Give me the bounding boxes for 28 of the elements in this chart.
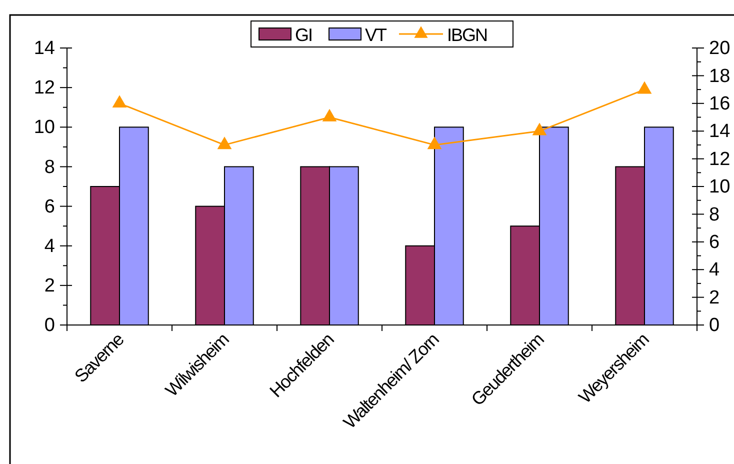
y2-tick-label: 16 [709, 93, 730, 114]
y-tick-label: 4 [44, 236, 56, 257]
y2-tick-label: 8 [709, 204, 720, 226]
legend-label: VT [365, 25, 388, 45]
y-tick-label: 6 [44, 196, 55, 218]
y-tick-label: 0 [44, 315, 55, 336]
y2-tick-label: 18 [709, 66, 730, 87]
y-tick-label: 10 [34, 117, 55, 138]
y2-tick-label: 0 [709, 315, 720, 336]
y2-tick-label: 20 [709, 38, 730, 60]
point [637, 81, 652, 94]
point [532, 122, 547, 136]
y-tick-label: 8 [44, 156, 55, 178]
y-tick-label: 2 [44, 276, 55, 297]
y2-tick-label: 10 [709, 176, 730, 198]
point [112, 95, 127, 108]
y-tick-label: 12 [34, 78, 55, 99]
y-tick-label: 14 [34, 38, 56, 60]
point [322, 108, 337, 122]
y2-tick-label: 6 [709, 232, 720, 253]
point [427, 136, 442, 150]
point [217, 136, 232, 150]
y2-tick-label: 2 [709, 287, 720, 308]
legend-label: GI [295, 25, 312, 45]
y2-tick-label: 4 [709, 260, 720, 281]
y2-tick-label: 14 [709, 121, 731, 142]
y2-tick-label: 12 [709, 148, 730, 170]
legend-label: IBGN [447, 25, 488, 45]
